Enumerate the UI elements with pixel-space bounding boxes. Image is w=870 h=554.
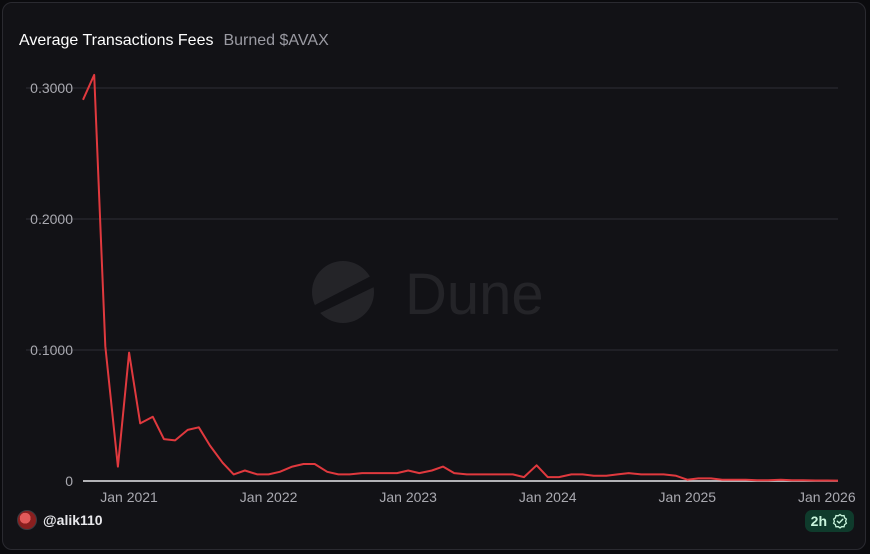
watermark-text: Dune [405, 262, 544, 327]
x-tick-label: Jan 2024 [519, 489, 577, 505]
chart-header: Average Transactions Fees Burned $AVAX [19, 32, 329, 50]
y-tick-label: 0.1000 [30, 342, 73, 358]
chart-subtitle: Burned $AVAX [223, 32, 329, 49]
y-tick-label: 0 [65, 473, 73, 489]
x-tick-label: Jan 2026 [798, 489, 856, 505]
y-tick-label: 0.3000 [30, 80, 73, 96]
x-tick-label: Jan 2023 [379, 489, 437, 505]
dune-watermark: Dune [312, 261, 544, 327]
author[interactable]: @alik110 [17, 510, 103, 530]
x-tick-label: Jan 2025 [658, 489, 716, 505]
freshness-badge[interactable]: 2h [804, 510, 854, 532]
check-badge-icon [832, 513, 848, 529]
y-axis: 0 0.1000 0.2000 0.3000 [30, 80, 73, 489]
grid-lines [26, 87, 838, 482]
x-tick-label: Jan 2022 [240, 489, 298, 505]
freshness-label: 2h [810, 513, 827, 529]
y-tick-label: 0.2000 [30, 211, 73, 227]
chart-title: Average Transactions Fees [19, 32, 214, 49]
x-tick-label: Jan 2021 [100, 489, 158, 505]
avatar [17, 510, 37, 530]
x-axis: Jan 2021 Jan 2022 Jan 2023 Jan 2024 Jan 2025… [100, 489, 856, 505]
series-line [82, 73, 839, 482]
series-layer [82, 73, 839, 482]
author-username[interactable]: @alik110 [43, 512, 103, 528]
